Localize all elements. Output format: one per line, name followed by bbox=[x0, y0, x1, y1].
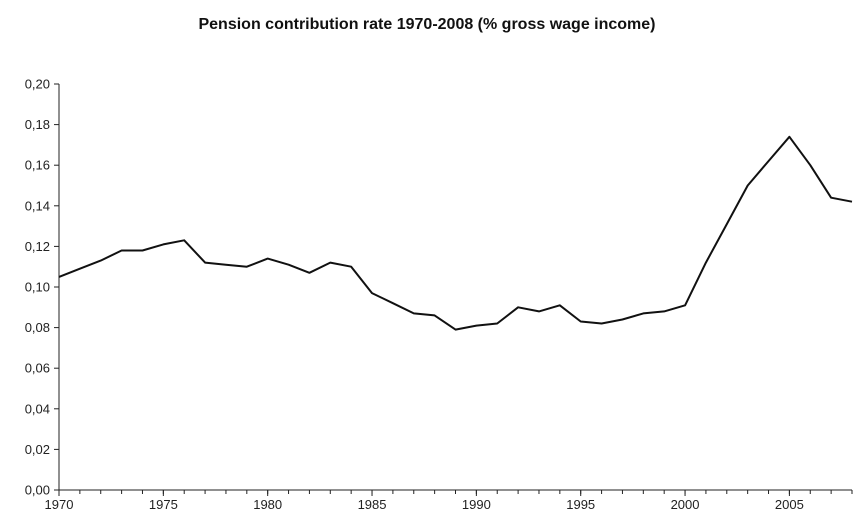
x-tick-label: 2000 bbox=[671, 497, 700, 512]
y-tick-label: 0,04 bbox=[25, 401, 50, 416]
y-tick-label: 0,12 bbox=[25, 239, 50, 254]
y-axis-ticks: 0,00 0,02 0,04 0,06 0,08 0,10 0,12 0,14 0,16 0,18… bbox=[25, 77, 59, 498]
y-tick-label: 0,08 bbox=[25, 320, 50, 335]
x-tick-label: 1980 bbox=[253, 497, 282, 512]
x-tick-label: 1985 bbox=[358, 497, 387, 512]
x-tick-label: 1995 bbox=[566, 497, 595, 512]
x-tick-label: 1975 bbox=[149, 497, 178, 512]
y-tick-label: 0,00 bbox=[25, 483, 50, 498]
axes bbox=[58, 84, 852, 491]
y-tick-label: 0,10 bbox=[25, 280, 50, 295]
x-tick-label: 1990 bbox=[462, 497, 491, 512]
series-line bbox=[58, 135, 853, 331]
x-tick-label: 1970 bbox=[45, 497, 74, 512]
y-tick-label: 0,16 bbox=[25, 158, 50, 173]
y-tick-label: 0,20 bbox=[25, 77, 50, 92]
y-tick-label: 0,06 bbox=[25, 361, 50, 376]
y-tick-label: 0,02 bbox=[25, 442, 50, 457]
chart-title: Pension contribution rate 1970-2008 (% g… bbox=[198, 16, 656, 33]
x-tick-label: 2005 bbox=[775, 497, 804, 512]
y-tick-label: 0,14 bbox=[25, 198, 50, 213]
y-tick-label: 0,18 bbox=[25, 117, 50, 132]
plot-area bbox=[58, 135, 853, 331]
x-axis-ticks: 1970 1975 1980 1985 1990 1995 2000 2005 bbox=[45, 490, 853, 512]
